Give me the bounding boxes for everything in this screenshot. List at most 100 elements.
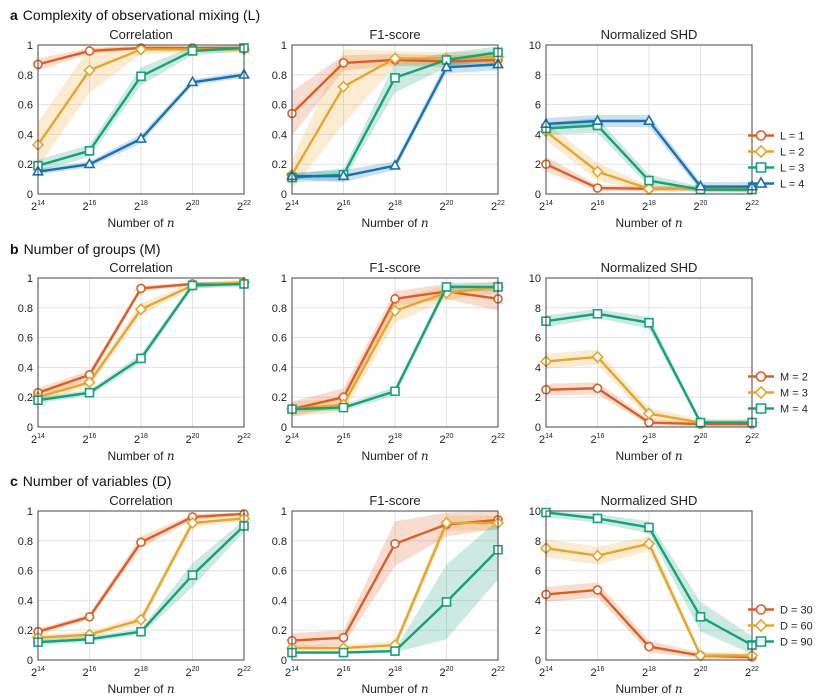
section-letter: a (10, 7, 18, 23)
confidence-band (292, 58, 498, 183)
x-tick-base: 2 (694, 201, 700, 213)
x-tick-label: 214 (31, 666, 45, 679)
x-tick-base: 2 (388, 667, 394, 679)
panel-title: F1-score (369, 260, 420, 275)
x-tick-base: 2 (440, 434, 446, 446)
x-tick-exponent: 20 (192, 433, 200, 440)
panel-title: Normalized SHD (601, 493, 698, 508)
data-point (187, 570, 198, 580)
legend: L = 1 L = 2 L = 3 L = 4 (748, 130, 804, 191)
section-title: c Number of variables (D) (10, 473, 171, 489)
data-point (441, 55, 452, 65)
y-tick-label: 0.2 (272, 392, 287, 404)
y-tick-label: 10 (529, 40, 541, 52)
y-tick-label: 0.8 (18, 536, 33, 548)
x-tick-label: 214 (539, 200, 553, 213)
legend-marker (754, 144, 768, 159)
x-tick-base: 2 (337, 434, 343, 446)
y-tick-label: 0.4 (18, 129, 33, 141)
y-tick-label: 0 (27, 422, 33, 434)
x-tick-label: 218 (134, 433, 148, 446)
data-point (84, 387, 95, 398)
x-axis-label-var: n (167, 682, 175, 696)
x-tick-exponent: 16 (343, 433, 351, 440)
y-tick-label: 0 (535, 422, 541, 434)
x-tick-label: 216 (83, 433, 97, 446)
data-point (187, 46, 198, 56)
plot-frame (37, 510, 245, 661)
x-tick-base: 2 (539, 434, 545, 446)
x-tick-base: 2 (285, 667, 291, 679)
x-tick-exponent: 20 (700, 433, 708, 440)
x-axis-label: Number of n (107, 682, 174, 696)
x-tick-base: 2 (642, 434, 648, 446)
x-tick-base: 2 (745, 667, 751, 679)
x-tick-base: 2 (134, 667, 140, 679)
confidence-band (546, 536, 752, 659)
x-tick-exponent: 18 (648, 200, 656, 207)
x-tick-label: 218 (134, 666, 148, 679)
x-tick-exponent: 16 (343, 200, 351, 207)
legend-label: D = 30 (780, 605, 813, 617)
x-tick-base: 2 (388, 201, 394, 213)
x-tick-label: 222 (237, 666, 251, 679)
section-title: b Number of groups (M) (10, 241, 161, 257)
y-tick-label: 0.4 (272, 595, 287, 607)
x-tick-base: 2 (491, 667, 497, 679)
y-tick-label: 0.2 (18, 159, 33, 171)
x-tick-exponent: 18 (140, 433, 148, 440)
x-tick-exponent: 14 (291, 666, 299, 673)
x-tick-label: 214 (285, 433, 299, 446)
x-axis-label-text: Number of (615, 449, 674, 463)
data-point (83, 157, 96, 169)
x-tick-label: 214 (539, 666, 553, 679)
y-tick-label: 10 (529, 506, 541, 518)
x-axis-label: Number of n (361, 449, 428, 463)
x-tick-base: 2 (745, 434, 751, 446)
y-tick-label: 1 (281, 273, 287, 285)
x-tick-label: 220 (440, 666, 454, 679)
data-point (591, 114, 604, 125)
data-point (695, 417, 706, 428)
x-tick-label: 218 (388, 433, 402, 446)
y-tick-label: 6 (535, 100, 541, 112)
plot-frame (291, 277, 499, 428)
data-point (390, 72, 400, 83)
data-point (338, 632, 349, 643)
y-tick-label: 0.2 (18, 392, 33, 404)
plot-frame (37, 277, 245, 428)
x-tick-exponent: 20 (192, 666, 200, 673)
data-point (338, 647, 349, 658)
y-tick-label: 0 (281, 422, 287, 434)
x-tick-base: 2 (285, 201, 291, 213)
x-tick-base: 2 (337, 201, 343, 213)
x-tick-base: 2 (745, 201, 751, 213)
x-tick-exponent: 18 (140, 200, 148, 207)
legend-label: L = 3 (780, 163, 804, 175)
x-tick-label: 216 (337, 200, 351, 213)
x-tick-base: 2 (134, 201, 140, 213)
x-tick-exponent: 16 (89, 433, 97, 440)
x-tick-label: 218 (388, 200, 402, 213)
y-tick-label: 1 (281, 506, 287, 518)
panel-title: Normalized SHD (601, 27, 698, 42)
x-axis-label-text: Number of (361, 682, 420, 696)
legend-marker (755, 636, 767, 647)
legend-marker (755, 162, 767, 173)
x-tick-label: 218 (642, 433, 656, 446)
panel-title: F1-score (369, 493, 420, 508)
confidence-band (292, 53, 498, 136)
y-tick-label: 4 (535, 362, 541, 374)
x-tick-label: 222 (745, 200, 759, 213)
x-axis-label-text: Number of (107, 216, 166, 230)
section-letter: c (10, 473, 18, 489)
y-tick-label: 0.6 (18, 100, 33, 112)
y-tick-label: 0 (535, 189, 541, 201)
x-tick-label: 220 (186, 200, 200, 213)
data-point (695, 611, 706, 622)
data-point (591, 350, 604, 364)
